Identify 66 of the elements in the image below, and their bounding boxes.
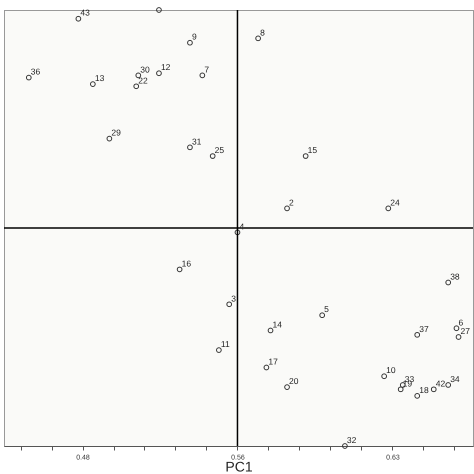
annotation: 17 — [268, 356, 278, 367]
annotation: 6 — [458, 317, 464, 328]
annotation: 3 — [231, 293, 236, 304]
point — [135, 72, 142, 78]
point — [302, 153, 308, 159]
point — [200, 72, 206, 78]
annotation: 13 — [94, 73, 105, 84]
point — [76, 16, 82, 22]
annotation: 22 — [138, 75, 148, 86]
annotation: 43 — [80, 8, 90, 18]
annotation: 18 — [419, 384, 429, 395]
annotation: 36 — [30, 66, 41, 77]
point — [381, 373, 388, 380]
annotation: 38 — [450, 272, 460, 282]
annotation: 12 — [160, 62, 171, 72]
point — [445, 382, 452, 388]
annotation: 31 — [192, 136, 202, 146]
point — [210, 153, 216, 159]
annotation: 42 — [436, 378, 446, 388]
point — [26, 74, 32, 80]
point — [156, 70, 162, 76]
point — [268, 328, 274, 334]
point — [187, 144, 193, 150]
annotation: 10 — [386, 365, 396, 376]
point — [133, 83, 140, 90]
point — [106, 136, 112, 142]
point — [255, 36, 261, 42]
point — [176, 266, 182, 272]
x-axis-title: PC1 — [225, 458, 253, 474]
annotation: 9 — [192, 32, 197, 42]
point — [156, 7, 162, 13]
annotation: 16 — [182, 258, 192, 268]
point — [284, 384, 290, 390]
point — [319, 312, 326, 318]
point — [226, 301, 232, 308]
point — [398, 386, 404, 392]
point — [430, 386, 437, 392]
annotation: 30 — [140, 64, 150, 74]
point — [414, 332, 420, 338]
annotation: 14 — [272, 319, 282, 330]
annotation: 7 — [204, 64, 210, 74]
point — [445, 280, 452, 286]
point — [414, 393, 420, 399]
annotation: 2 — [289, 197, 294, 208]
annotation: 34 — [450, 374, 460, 384]
annotation: 8 — [260, 27, 266, 38]
annotation: 5 — [324, 304, 330, 314]
point — [284, 206, 290, 212]
point — [264, 364, 270, 370]
annotation: 29 — [111, 128, 122, 138]
point — [385, 206, 392, 212]
annotation: 11 — [220, 339, 230, 350]
annotation: 20 — [289, 376, 299, 386]
annotation: 32 — [346, 435, 357, 445]
point — [342, 443, 348, 449]
annotation: 25 — [214, 145, 224, 156]
point — [90, 81, 96, 87]
annotation: 37 — [419, 324, 429, 334]
annotation: 27 — [460, 326, 470, 336]
annotation: 15 — [308, 145, 318, 156]
point — [454, 325, 460, 332]
point — [187, 40, 193, 46]
point — [216, 347, 222, 353]
annotation: 24 — [390, 197, 400, 208]
point — [234, 230, 240, 236]
point — [456, 334, 462, 340]
